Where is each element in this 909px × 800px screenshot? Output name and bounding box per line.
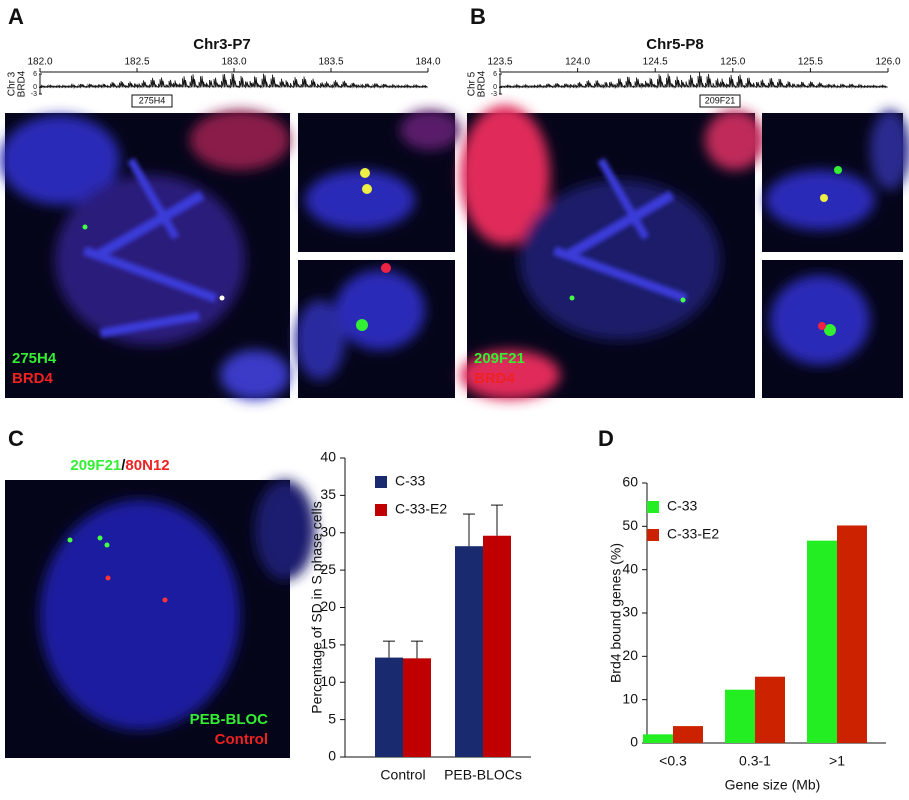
x-tick-label: PEB-BLOCs bbox=[444, 767, 522, 783]
y-tick-label: -3 bbox=[31, 91, 37, 98]
y-tick-label: 40 bbox=[622, 560, 638, 576]
probe-label: 275H4 bbox=[12, 350, 57, 367]
stain-label: BRD4 bbox=[12, 370, 53, 387]
stain-label: BRD4 bbox=[474, 370, 515, 387]
green-label: PEB-BLOC bbox=[190, 711, 269, 728]
bar bbox=[837, 525, 867, 743]
y-tick-label: 0 bbox=[33, 84, 37, 91]
y-tick-label: 30 bbox=[622, 604, 638, 620]
probe-box bbox=[699, 94, 741, 108]
probe-green: 209F21 bbox=[70, 457, 121, 474]
y-tick-label: 35 bbox=[320, 486, 336, 502]
track-title: Chr3-P7 bbox=[193, 36, 251, 53]
probe-label: 209F21 bbox=[474, 350, 525, 367]
x-tick-label: 183.0 bbox=[221, 57, 246, 68]
x-tick-label: 125.5 bbox=[798, 57, 823, 68]
bar bbox=[375, 657, 403, 757]
signal-decoration bbox=[499, 72, 888, 89]
y-tick-label: 25 bbox=[320, 561, 336, 577]
y-tick-label: 0 bbox=[493, 84, 497, 91]
error-bar bbox=[383, 640, 395, 658]
bar bbox=[673, 726, 703, 743]
legend-label: C-33-E2 bbox=[667, 526, 719, 542]
x-tick-label: 182.5 bbox=[124, 57, 149, 68]
bar bbox=[483, 535, 511, 757]
probe-box bbox=[131, 94, 173, 108]
x-tick-label: 125.0 bbox=[720, 57, 745, 68]
x-tick-label: 124.5 bbox=[643, 57, 668, 68]
probe-name: 209F21 bbox=[705, 95, 736, 105]
bar bbox=[807, 540, 837, 743]
micrograph-b bbox=[460, 105, 909, 400]
legend-label: C-33 bbox=[667, 498, 698, 514]
panel-letter: D bbox=[598, 426, 614, 451]
red-label: Control bbox=[215, 731, 268, 748]
bar bbox=[755, 676, 785, 743]
chromosome-label: Chr 3 bbox=[7, 71, 18, 96]
error-bar bbox=[491, 504, 503, 536]
x-tick-label: Control bbox=[380, 767, 425, 783]
track-name: BRD4 bbox=[477, 70, 488, 97]
error-bar bbox=[463, 513, 475, 547]
signal-decoration bbox=[39, 73, 428, 89]
panel-letter: C bbox=[8, 426, 24, 451]
x-tick-label: >1 bbox=[829, 753, 845, 769]
x-tick-label: 123.5 bbox=[487, 57, 512, 68]
y-tick-label: 20 bbox=[622, 647, 638, 663]
probe-red: 80N12 bbox=[125, 457, 169, 474]
legend-swatch bbox=[375, 476, 387, 488]
y-tick-label: 5 bbox=[328, 710, 336, 726]
x-tick-label: 124.0 bbox=[565, 57, 590, 68]
probe-name: 275H4 bbox=[139, 95, 166, 105]
x-tick-label: 126.0 bbox=[875, 57, 900, 68]
y-tick-label: 6 bbox=[493, 71, 497, 78]
legend-swatch bbox=[647, 529, 659, 541]
bar bbox=[403, 658, 431, 757]
legend-swatch bbox=[375, 504, 387, 516]
y-tick-label: 15 bbox=[320, 636, 336, 652]
y-tick-label: 0 bbox=[630, 734, 638, 750]
y-tick-label: 0 bbox=[328, 748, 336, 764]
bar bbox=[725, 689, 755, 743]
y-tick-label: 60 bbox=[622, 474, 638, 490]
micrograph-a bbox=[0, 110, 460, 400]
legend-label: C-33-E2 bbox=[395, 501, 447, 517]
y-tick-label: -3 bbox=[491, 91, 497, 98]
y-axis-label: Percentage of SD in S phase cells bbox=[309, 501, 325, 713]
x-tick-label: 184.0 bbox=[415, 57, 440, 68]
y-tick-label: 10 bbox=[320, 673, 336, 689]
error-bar bbox=[411, 640, 423, 659]
bar bbox=[455, 546, 483, 757]
y-axis-label: Brd4 bound genes (%) bbox=[608, 543, 624, 683]
x-tick-label: 183.5 bbox=[318, 57, 343, 68]
y-tick-label: 30 bbox=[320, 523, 336, 539]
chromosome-label: Chr 5 bbox=[467, 71, 478, 96]
legend-label: C-33 bbox=[395, 473, 426, 489]
probe-heading: 209F21/80N12 bbox=[70, 457, 169, 474]
y-tick-label: 6 bbox=[33, 71, 37, 78]
y-tick-label: 20 bbox=[320, 598, 336, 614]
x-tick-label: 182.0 bbox=[27, 57, 52, 68]
bar bbox=[643, 734, 673, 743]
panel-letter: A bbox=[8, 4, 24, 29]
x-tick-label: 0.3-1 bbox=[739, 753, 771, 769]
y-tick-label: 10 bbox=[622, 690, 638, 706]
separator: / bbox=[121, 457, 126, 474]
x-axis-label: Gene size (Mb) bbox=[725, 777, 821, 793]
y-tick-label: 40 bbox=[320, 449, 336, 465]
track-name: BRD4 bbox=[17, 70, 28, 97]
legend-swatch bbox=[647, 501, 659, 513]
track-title: Chr5-P8 bbox=[646, 36, 704, 53]
x-tick-label: <0.3 bbox=[659, 753, 687, 769]
micrograph-c bbox=[5, 480, 315, 758]
y-tick-label: 50 bbox=[622, 517, 638, 533]
panel-letter: B bbox=[470, 4, 486, 29]
